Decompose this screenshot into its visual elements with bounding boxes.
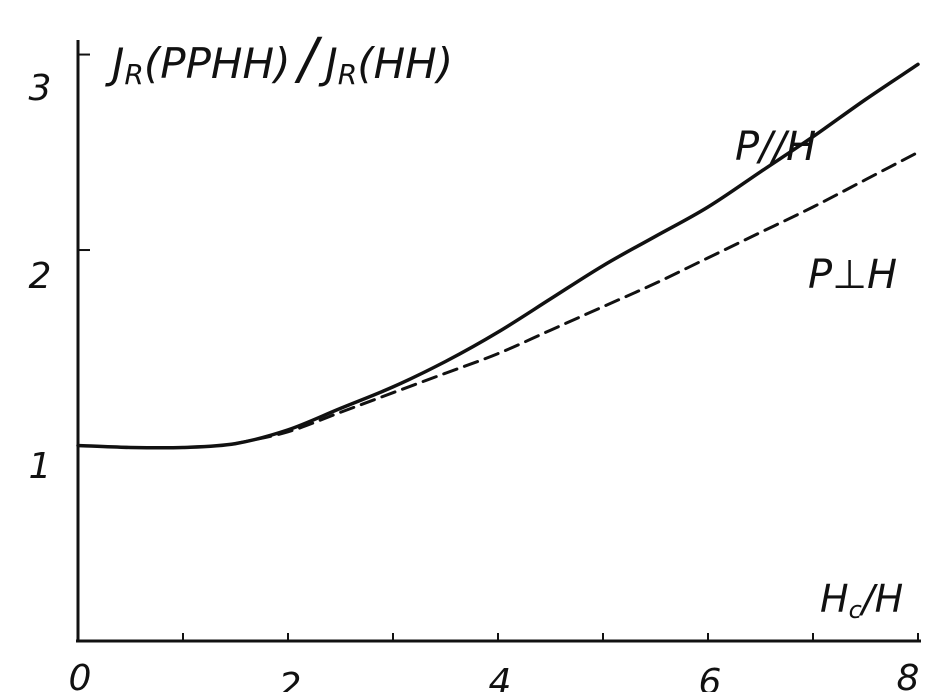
x-tick-label: 2: [279, 666, 302, 692]
series-line-perpendicular: [234, 150, 920, 446]
series-label-parallel: P//H: [735, 124, 816, 170]
series-line-parallel: [76, 62, 920, 450]
axis-ticks: [77, 53, 919, 641]
y-tick-label: 2: [29, 256, 52, 297]
y-tick-label: 3: [29, 68, 52, 109]
x-tick-labels: 0 2 4 6 8: [69, 658, 920, 692]
x-tick-label: 4: [489, 662, 512, 692]
x-tick-label: 6: [699, 662, 722, 692]
series-label-perpendicular: P⊥H: [808, 252, 897, 298]
x-axis-title: Hc/H: [820, 577, 903, 624]
x-tick-label: 8: [897, 658, 920, 692]
x-tick-label: 0: [69, 658, 92, 692]
y-tick-label: 1: [29, 446, 52, 487]
y-tick-labels: 1 2 3: [29, 68, 52, 487]
series-layer: [76, 62, 920, 450]
